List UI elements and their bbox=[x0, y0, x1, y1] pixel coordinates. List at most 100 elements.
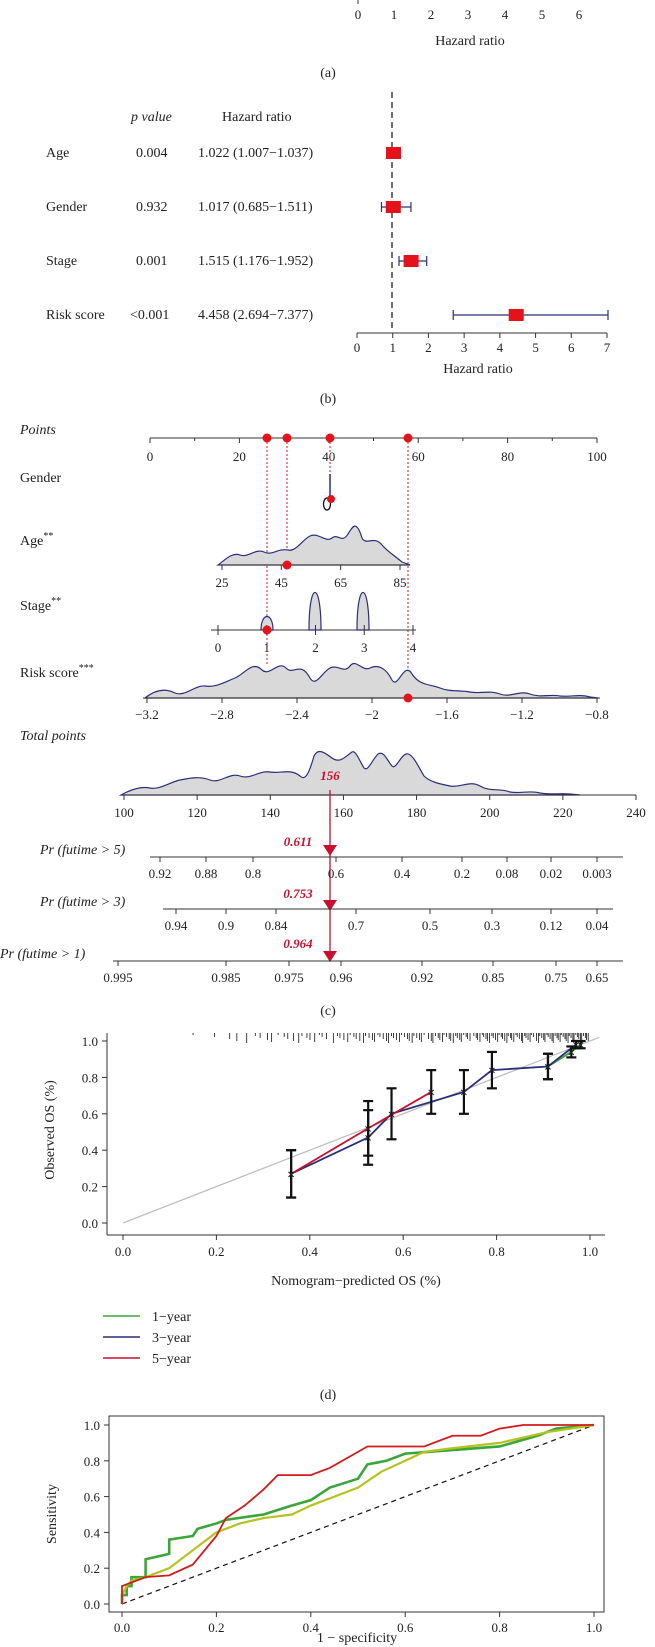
total-tick-label-3: 160 bbox=[334, 805, 354, 820]
panel-c-caption: (c) bbox=[320, 1004, 336, 1019]
forest-tick-label-1: 1 bbox=[389, 340, 396, 355]
legend-label-5year: 5−year bbox=[152, 1352, 191, 1367]
total-tick-label-6: 220 bbox=[553, 805, 573, 820]
roc-xlabel: 1 − specificity bbox=[317, 1631, 397, 1646]
nomogram-age-density bbox=[216, 525, 411, 566]
panel-b-forest-marks bbox=[380, 147, 609, 321]
prob-2-tick-label-1: 0.9 bbox=[218, 918, 234, 933]
risk-tick-label-4: −1.6 bbox=[435, 707, 459, 722]
nomogram-prob-label-2: Pr (futime > 3) bbox=[39, 895, 126, 910]
panel-a-xtick-0: 0 bbox=[355, 7, 362, 22]
total-tick-label-4: 180 bbox=[407, 805, 427, 820]
prob-3-tick-label-4: 0.92 bbox=[411, 970, 434, 985]
stage-tick-label-2: 2 bbox=[312, 640, 319, 655]
risk-tick-label-5: −1.2 bbox=[510, 707, 534, 722]
nomogram-stage-label: Stage** bbox=[20, 596, 61, 614]
nomogram-prob-arrow-3 bbox=[323, 951, 337, 962]
forest-tick-label-7: 7 bbox=[604, 340, 611, 355]
calib-xtick-label-5: 1.0 bbox=[582, 1244, 598, 1259]
calib-ytick-label-1: 0.2 bbox=[82, 1180, 98, 1195]
roc-diagonal bbox=[121, 1424, 595, 1605]
nomogram-age-label: Age** bbox=[20, 531, 53, 549]
calib-line-1 bbox=[290, 1043, 577, 1175]
age-tick-label-0: 25 bbox=[216, 575, 229, 590]
panel-b-row-p-0: 0.004 bbox=[136, 146, 168, 161]
forest-point-0 bbox=[386, 147, 401, 159]
nomogram-prob-label-3: Pr (futime > 1) bbox=[0, 947, 86, 962]
nomogram-prob-arrow-1 bbox=[323, 845, 337, 856]
points-tick-label-5: 100 bbox=[587, 449, 607, 464]
calib-xtick-label-1: 0.2 bbox=[208, 1244, 224, 1259]
roc-ytick-label-0: 0.0 bbox=[84, 1597, 100, 1612]
panel-b-row-p-3: <0.001 bbox=[130, 308, 169, 323]
prob-2-tick-label-3: 0.7 bbox=[348, 918, 365, 933]
nomogram-age-label-text: Age bbox=[20, 534, 43, 549]
calib-point-0-2: × bbox=[577, 1039, 585, 1054]
panel-b-header-p: p value bbox=[130, 110, 172, 125]
stage-tick-label-4: 4 bbox=[410, 640, 417, 655]
stage-tick-label-1: 1 bbox=[264, 640, 271, 655]
roc-ylabel: Sensitivity bbox=[45, 1484, 60, 1544]
prob-2-tick-label-2: 0.84 bbox=[265, 918, 288, 933]
nomogram-risk-label: Risk score*** bbox=[20, 663, 94, 681]
nomogram-risk-ticks: −3.2 −2.8 −2.4 −2 −1.6 −1.2 −0.8 bbox=[135, 698, 609, 722]
panel-b-header-hr: Hazard ratio bbox=[222, 110, 292, 125]
calib-xtick-label-3: 0.6 bbox=[395, 1244, 412, 1259]
calib-ytick-label-0: 0.0 bbox=[82, 1216, 98, 1231]
legend-label-3year: 3−year bbox=[152, 1331, 191, 1346]
panel-b-xlabel: Hazard ratio bbox=[443, 362, 513, 377]
panel-b-caption: (b) bbox=[320, 392, 337, 407]
nomogram-prob-value-2: 0.753 bbox=[283, 886, 313, 901]
prob-2-tick-label-4: 0.5 bbox=[422, 918, 438, 933]
risk-tick-label-6: −0.8 bbox=[585, 707, 609, 722]
prob-1-tick-label-4: 0.4 bbox=[394, 866, 411, 881]
prob-1-tick-label-6: 0.08 bbox=[496, 866, 519, 881]
nomogram-age-dot bbox=[282, 560, 292, 570]
age-tick-label-3: 85 bbox=[394, 575, 407, 590]
risk-tick-label-0: −3.2 bbox=[135, 707, 159, 722]
panel-b-row-name-0: Age bbox=[46, 146, 69, 161]
forest-tick-label-6: 6 bbox=[568, 340, 575, 355]
points-tick-label-1: 20 bbox=[233, 449, 246, 464]
panel-b: p value Hazard ratio Age 0.004 1.022 (1.… bbox=[46, 92, 611, 407]
calib-ytick-label-3: 0.6 bbox=[82, 1107, 99, 1122]
panel-e: 0.0 0.2 0.4 0.6 0.8 1.0 0.0 0.2 0.4 0.6 0.8 1.0 1 −… bbox=[45, 1415, 605, 1646]
panel-a-xtick-2: 2 bbox=[428, 7, 435, 22]
calib-ideal-line bbox=[122, 1036, 600, 1224]
legend-label-1year: 1−year bbox=[152, 1310, 191, 1325]
calibration-xlabel: Nomogram−predicted OS (%) bbox=[271, 1274, 441, 1289]
total-tick-label-0: 100 bbox=[114, 805, 134, 820]
panel-a-xtick-4: 4 bbox=[502, 7, 509, 22]
nomogram-prob-arrow-2 bbox=[323, 900, 337, 911]
risk-tick-label-1: −2.8 bbox=[210, 707, 234, 722]
nomogram-total-label: Total points bbox=[20, 729, 87, 744]
nomogram-age-stars: ** bbox=[43, 531, 53, 542]
roc-plot-frame bbox=[108, 1415, 605, 1613]
prob-2-tick-label-0: 0.94 bbox=[165, 918, 188, 933]
roc-xtick-label-3: 0.6 bbox=[397, 1620, 414, 1635]
nomogram-prob-value-1: 0.611 bbox=[284, 834, 313, 849]
panel-a-caption: (a) bbox=[320, 66, 336, 81]
panel-b-row-p-1: 0.932 bbox=[136, 200, 168, 215]
panel-a-xtick-1: 1 bbox=[391, 7, 398, 22]
nomogram-prob-value-3: 0.964 bbox=[283, 936, 313, 951]
roc-xtick-label-5: 1.0 bbox=[586, 1620, 602, 1635]
nomogram-risk-density bbox=[143, 662, 599, 699]
nomogram-prob-ticks-2: 0.94 0.9 0.84 0.7 0.5 0.3 0.12 0.04 bbox=[165, 909, 609, 933]
panel-b-row-name-3: Risk score bbox=[46, 308, 105, 323]
nomogram-risk-dot bbox=[403, 693, 413, 703]
prob-2-tick-label-7: 0.04 bbox=[586, 918, 609, 933]
total-tick-label-2: 140 bbox=[261, 805, 281, 820]
prob-1-tick-label-0: 0.92 bbox=[149, 866, 172, 881]
nomogram-stage-density-3 bbox=[356, 592, 370, 631]
prob-3-tick-label-1: 0.985 bbox=[211, 970, 240, 985]
panel-a-xtick-6: 6 bbox=[576, 7, 583, 22]
roc-series bbox=[120, 1423, 595, 1604]
points-tick-label-0: 0 bbox=[147, 449, 154, 464]
risk-tick-label-2: −2.4 bbox=[285, 707, 309, 722]
panel-b-row-name-1: Gender bbox=[46, 200, 88, 215]
total-tick-label-1: 120 bbox=[187, 805, 207, 820]
nomogram-total-density bbox=[118, 750, 581, 796]
forest-tick-label-4: 4 bbox=[497, 340, 504, 355]
